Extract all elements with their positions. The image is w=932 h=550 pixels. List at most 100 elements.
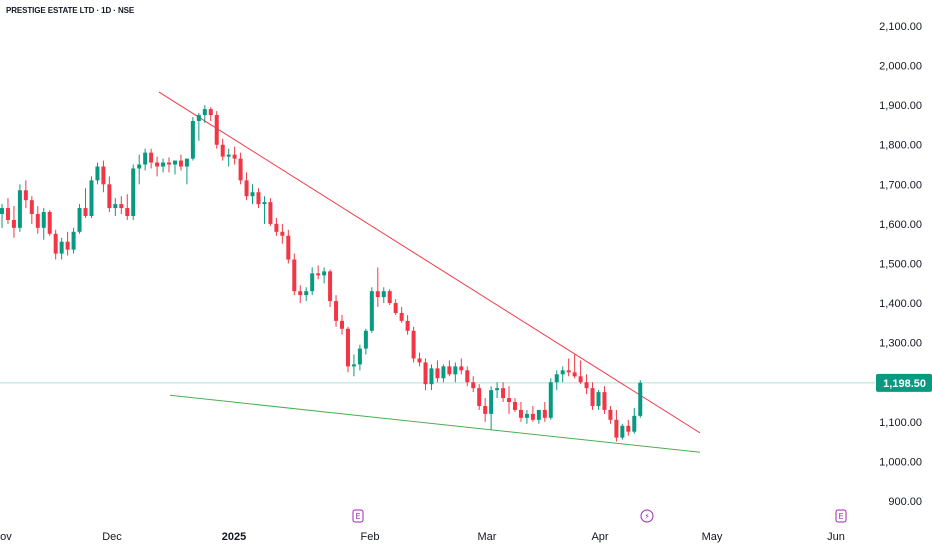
chart-title: PRESTIGE ESTATE LTD · 1D · NSE	[6, 6, 135, 15]
candle-body	[316, 273, 321, 276]
y-tick-label: 900.00	[888, 496, 922, 508]
candle	[602, 386, 607, 414]
candle	[417, 352, 422, 367]
x-tick-label: Dec	[102, 531, 122, 543]
candle-body	[608, 409, 613, 420]
candle	[107, 176, 112, 213]
x-tick-label: Nov	[0, 531, 12, 543]
candle	[387, 289, 392, 306]
candle	[35, 206, 40, 234]
candle	[172, 160, 177, 175]
resistance-trendline[interactable]	[158, 91, 701, 434]
candle-body	[518, 409, 523, 418]
candle	[41, 208, 46, 240]
candle-body	[536, 409, 541, 420]
candle-body	[202, 109, 207, 116]
candle	[95, 162, 100, 185]
candle	[256, 188, 261, 209]
candle	[131, 164, 136, 220]
candle	[393, 299, 398, 315]
y-tick-label: 1,300.00	[879, 338, 922, 350]
candle-body	[423, 362, 428, 385]
candle-body	[435, 368, 440, 379]
candle-body	[256, 192, 261, 205]
candle	[399, 307, 404, 323]
candle	[262, 196, 267, 224]
candle-body	[0, 208, 4, 215]
candle	[214, 111, 219, 149]
candle-body	[369, 291, 374, 331]
candle-body	[614, 419, 619, 438]
candle-body	[512, 402, 517, 410]
dividend-marker[interactable]: ⚡	[640, 509, 654, 523]
candle	[304, 287, 309, 302]
y-tick-label: 1,400.00	[879, 298, 922, 310]
candle	[375, 267, 380, 308]
candle-body	[411, 330, 416, 359]
candle-body	[495, 388, 500, 391]
candle-body	[405, 320, 410, 331]
candle-body	[334, 301, 339, 321]
candle-body	[286, 235, 291, 260]
support-trendline[interactable]	[169, 394, 701, 453]
candle	[411, 326, 416, 363]
candle	[292, 253, 297, 296]
time-axis[interactable]: Nov Dec 2025 Feb Mar Apr May Jun	[0, 531, 845, 543]
candle-body	[298, 291, 303, 296]
candle-body	[375, 291, 380, 298]
candle-body	[477, 388, 482, 406]
candle	[351, 354, 356, 377]
price-axis[interactable]: 2,100.00 2,000.00 1,900.00 1,800.00 1,700.00…	[876, 21, 932, 508]
candle	[280, 223, 285, 244]
candle	[530, 405, 535, 422]
candle-body	[548, 382, 553, 418]
candle	[83, 188, 88, 218]
candle	[554, 370, 559, 391]
candle-body	[465, 370, 470, 383]
candle-body	[274, 223, 279, 232]
candle-body	[489, 390, 494, 414]
current-price-label: 1,198.50	[883, 378, 926, 390]
candle	[149, 148, 154, 169]
candle-body	[441, 366, 446, 379]
candle-body	[244, 180, 249, 197]
candle	[596, 390, 601, 410]
trendlines[interactable]	[158, 91, 701, 453]
candle-body	[172, 160, 177, 165]
candle	[71, 227, 76, 254]
candle	[381, 287, 386, 304]
candle	[220, 138, 225, 161]
candle-body	[184, 158, 189, 167]
candle	[501, 382, 506, 403]
candle-body	[524, 413, 529, 418]
candle-body	[17, 190, 22, 228]
candle	[536, 409, 541, 424]
candle	[572, 354, 577, 379]
candle-body	[393, 303, 398, 313]
candle	[161, 158, 166, 173]
candle-body	[71, 231, 76, 250]
candle	[483, 398, 488, 422]
candle	[202, 105, 207, 123]
candle-body	[226, 154, 231, 157]
earnings-marker[interactable]: E	[352, 509, 364, 523]
candle	[250, 184, 255, 205]
candle-body	[638, 382, 643, 416]
candle	[244, 172, 249, 201]
candle-body	[101, 166, 106, 185]
candle-body	[47, 212, 52, 234]
candle	[334, 295, 339, 327]
candle	[77, 204, 82, 234]
candle	[178, 154, 183, 171]
candle-body	[554, 374, 559, 383]
earnings-marker[interactable]: E	[835, 509, 847, 523]
candle-body	[161, 162, 166, 167]
candle-body	[95, 166, 100, 181]
candle	[196, 113, 201, 141]
candle-body	[501, 388, 506, 399]
candle-body	[632, 415, 637, 432]
candle-body	[250, 192, 255, 197]
event-markers[interactable]: E ⚡ E	[352, 509, 847, 523]
candle-body	[584, 382, 589, 389]
